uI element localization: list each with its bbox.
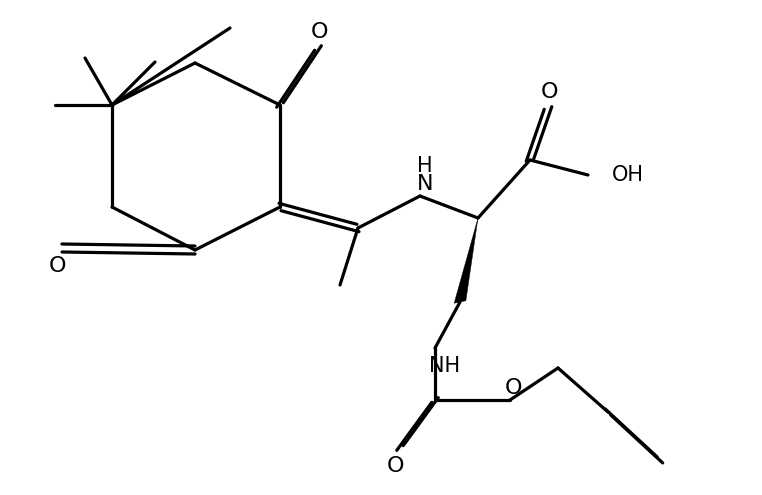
Text: N: N <box>417 174 434 194</box>
Text: O: O <box>387 456 405 476</box>
Text: O: O <box>541 82 559 102</box>
Text: O: O <box>311 22 328 42</box>
Text: O: O <box>50 256 67 276</box>
Text: OH: OH <box>612 165 644 185</box>
Text: NH: NH <box>430 356 460 376</box>
Polygon shape <box>454 218 478 303</box>
Text: H: H <box>417 156 433 176</box>
Text: O: O <box>505 378 523 398</box>
